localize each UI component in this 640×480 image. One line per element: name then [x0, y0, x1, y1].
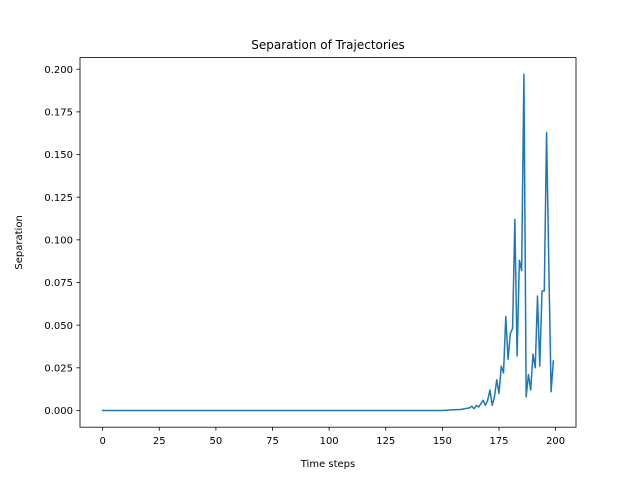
y-tick-label: 0.200 [44, 65, 73, 76]
y-axis: 0.000 0.025 0.050 0.075 0.100 0.125 0.150 0.175… [44, 65, 80, 417]
y-tick-label: 0.050 [44, 321, 73, 332]
y-tick-label: 0.175 [44, 107, 73, 118]
plot-area [80, 57, 576, 428]
x-axis-label: Time steps [300, 459, 356, 470]
x-tick-label: 100 [320, 436, 339, 447]
x-tick-label: 200 [546, 436, 565, 447]
y-axis-label: Separation [14, 215, 25, 269]
y-tick-label: 0.125 [44, 193, 73, 204]
x-tick-label: 0 [99, 436, 105, 447]
x-tick-label: 150 [433, 436, 452, 447]
x-tick-label: 25 [153, 436, 166, 447]
x-axis: 0 25 50 75 100 125 150 175 200 [99, 427, 565, 447]
series-layer [101, 73, 555, 412]
x-tick-label: 125 [376, 436, 395, 447]
x-tick-label: 175 [489, 436, 508, 447]
y-tick-label: 0.025 [44, 363, 73, 374]
chart-title: Separation of Trajectories [251, 38, 405, 52]
series-line [101, 73, 555, 412]
plot-frame [79, 57, 577, 428]
y-tick-label: 0.000 [44, 406, 73, 417]
x-tick-label: 50 [210, 436, 223, 447]
x-tick-label: 75 [266, 436, 279, 447]
y-tick-label: 0.100 [44, 235, 73, 246]
y-tick-label: 0.075 [44, 278, 73, 289]
y-tick-label: 0.150 [44, 150, 73, 161]
